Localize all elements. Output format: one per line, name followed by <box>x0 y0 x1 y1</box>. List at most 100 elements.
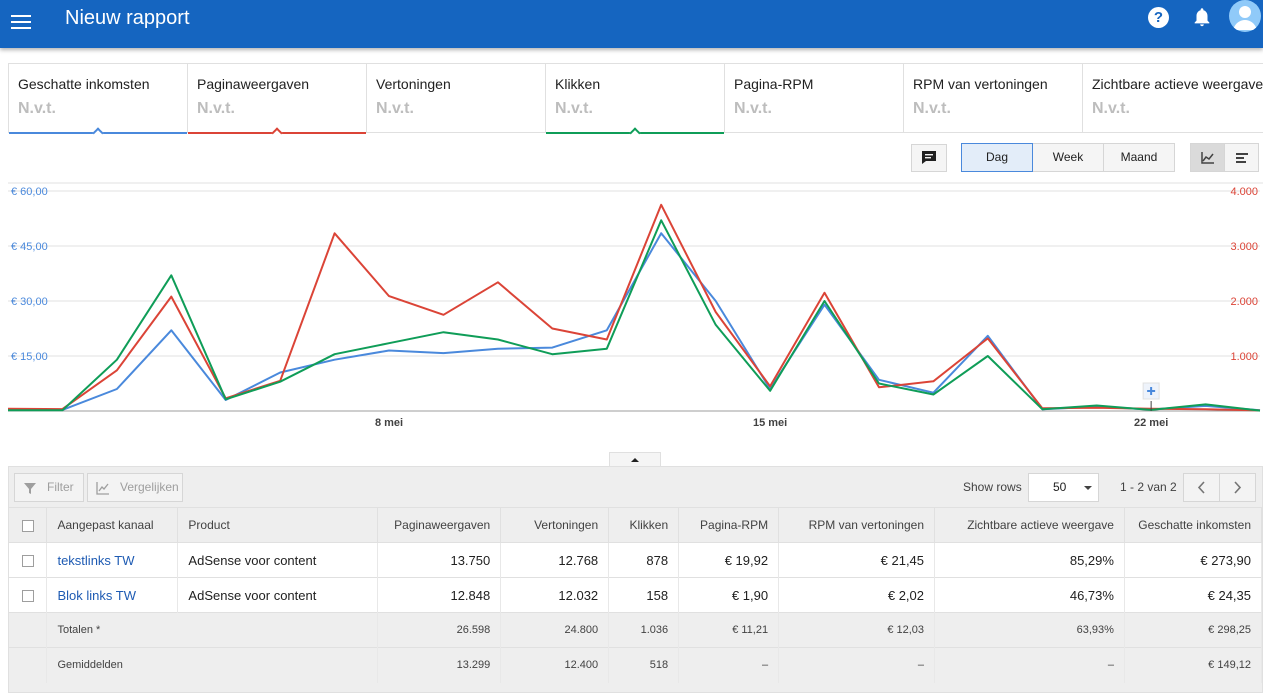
column-header-product[interactable]: Product <box>177 507 379 543</box>
column-header-clicks[interactable]: Klikken <box>608 507 680 543</box>
totals-row: Totalen * 26.598 24.800 1.036 € 11,21 € … <box>9 612 1263 648</box>
clicks-cell: 158 <box>608 577 680 613</box>
row-select-cell <box>9 542 48 578</box>
column-header-page-rpm[interactable]: Pagina-RPM <box>678 507 780 543</box>
metric-tab[interactable]: RPM van vertoningen N.v.t. <box>903 64 1082 133</box>
table-header-row: Aangepast kanaal Product Paginaweergaven… <box>9 507 1263 543</box>
chart-type-selector <box>1190 143 1259 172</box>
earnings-cell: € 273,90 <box>1124 542 1263 578</box>
filter-label: Filter <box>47 480 74 494</box>
averages-page-rpm: – <box>678 647 780 683</box>
line-chart-icon <box>1201 152 1214 164</box>
metric-value: N.v.t. <box>197 100 235 117</box>
channel-link[interactable]: tekstlinks TW <box>57 552 135 568</box>
next-page-button[interactable] <box>1219 473 1256 502</box>
metric-tab[interactable]: Klikken N.v.t. <box>545 64 724 139</box>
metric-tab[interactable]: Vertoningen N.v.t. <box>366 64 545 133</box>
column-header-impression-rpm[interactable]: RPM van vertoningen <box>778 507 936 543</box>
report-table: Aangepast kanaal Product Paginaweergaven… <box>9 507 1263 683</box>
bar-chart-button[interactable] <box>1224 143 1259 172</box>
column-header-channel[interactable]: Aangepast kanaal <box>46 507 179 543</box>
column-header-impressions[interactable]: Vertoningen <box>500 507 610 543</box>
metric-value: N.v.t. <box>18 100 56 117</box>
previous-page-button[interactable] <box>1183 473 1220 502</box>
metric-tab[interactable]: Geschatte inkomsten N.v.t. <box>8 64 187 139</box>
metric-tab[interactable]: Paginaweergaven N.v.t. <box>187 64 366 139</box>
report-table-panel: Filter Vergelijken Show rows 50 1 - 2 va… <box>8 466 1263 693</box>
rows-per-page-select[interactable]: 50 <box>1028 473 1099 502</box>
performance-chart: € 15,00 1.000 € 30,00 2.000 € 45,00 3.000 € 60… <box>7 182 1263 429</box>
line-chart-button[interactable] <box>1190 143 1225 172</box>
metric-tabs: Geschatte inkomsten N.v.t. Paginaweergaven… <box>8 63 1263 139</box>
period-week-button[interactable]: Week <box>1032 143 1104 172</box>
collapse-chart-toggle[interactable] <box>609 452 661 467</box>
metric-notch <box>92 127 104 139</box>
y-right-tick-label: 4.000 <box>1230 186 1258 198</box>
earnings-cell: € 24,35 <box>1124 577 1263 613</box>
metric-value: N.v.t. <box>376 100 414 117</box>
comment-icon <box>922 151 936 164</box>
clicks-cell: 878 <box>608 542 680 578</box>
totals-earnings: € 298,25 <box>1124 612 1263 648</box>
chevron-right-icon <box>1234 481 1242 494</box>
averages-label: Gemiddelden <box>46 647 379 683</box>
metric-label: Vertoningen <box>376 76 451 92</box>
bar-chart-icon <box>1236 153 1248 163</box>
series-line <box>7 203 1261 412</box>
column-header-earnings[interactable]: Geschatte inkomsten <box>1124 507 1263 543</box>
y-left-tick-label: € 45,00 <box>11 241 48 253</box>
totals-impression-rpm: € 12,03 <box>778 612 936 648</box>
column-header-active-view[interactable]: Zichtbare actieve weergave <box>934 507 1125 543</box>
totals-clicks: 1.036 <box>608 612 680 648</box>
top-app-bar: Nieuw rapport ? <box>0 0 1263 48</box>
period-day-button[interactable]: Dag <box>961 143 1033 172</box>
x-tick-label: 8 mei <box>375 417 403 429</box>
period-month-button[interactable]: Maand <box>1103 143 1175 172</box>
totals-label: Totalen * <box>46 612 379 648</box>
row-checkbox[interactable] <box>21 590 34 603</box>
notifications-icon[interactable] <box>1191 6 1213 28</box>
chevron-down-icon <box>1084 486 1092 490</box>
annotation-button[interactable] <box>911 144 947 172</box>
account-icon[interactable] <box>1229 0 1261 32</box>
y-right-tick-label: 1.000 <box>1230 351 1258 363</box>
active-view-cell: 46,73% <box>934 577 1125 613</box>
totals-spacer <box>9 612 48 648</box>
plus-icon <box>1147 387 1156 395</box>
select-all-checkbox[interactable] <box>21 519 34 532</box>
metric-tab[interactable]: Zichtbare actieve weergave N.v.t. <box>1082 64 1263 133</box>
impressions-cell: 12.768 <box>500 542 610 578</box>
y-left-tick-label: € 30,00 <box>11 296 48 308</box>
compare-button[interactable]: Vergelijken <box>87 473 183 502</box>
averages-pageviews: 13.299 <box>377 647 502 683</box>
metric-label: Klikken <box>555 76 601 92</box>
metric-label: Pagina-RPM <box>734 76 814 92</box>
impressions-cell: 12.032 <box>500 577 610 613</box>
menu-icon[interactable] <box>11 11 33 33</box>
averages-earnings: € 149,12 <box>1124 647 1263 683</box>
totals-active-view: 63,93% <box>934 612 1125 648</box>
series-line <box>8 232 1261 412</box>
product-cell: AdSense voor content <box>177 542 379 578</box>
metric-value: N.v.t. <box>1092 100 1130 117</box>
show-rows-label: Show rows <box>963 480 1022 494</box>
impression-rpm-cell: € 21,45 <box>778 542 936 578</box>
page-rpm-cell: € 19,92 <box>678 542 780 578</box>
column-header-pageviews[interactable]: Paginaweergaven <box>377 507 502 543</box>
y-left-tick-label: € 15,00 <box>11 351 48 363</box>
filter-button[interactable]: Filter <box>14 473 84 502</box>
active-view-cell: 85,29% <box>934 542 1125 578</box>
metric-tab[interactable]: Pagina-RPM N.v.t. <box>724 64 903 133</box>
row-checkbox[interactable] <box>21 555 34 568</box>
metric-value: N.v.t. <box>555 100 593 117</box>
totals-page-rpm: € 11,21 <box>678 612 780 648</box>
help-icon[interactable]: ? <box>1148 7 1169 28</box>
chevron-left-icon <box>1197 481 1205 494</box>
channel-link[interactable]: Blok links TW <box>57 587 136 603</box>
averages-active-view: – <box>934 647 1125 683</box>
row-select-cell <box>9 577 48 613</box>
metric-value: N.v.t. <box>913 100 951 117</box>
period-selector: Dag Week Maand <box>961 143 1175 172</box>
metric-label: Zichtbare actieve weergave <box>1092 76 1263 92</box>
table-row: Blok links TW AdSense voor content 12.84… <box>9 577 1263 613</box>
